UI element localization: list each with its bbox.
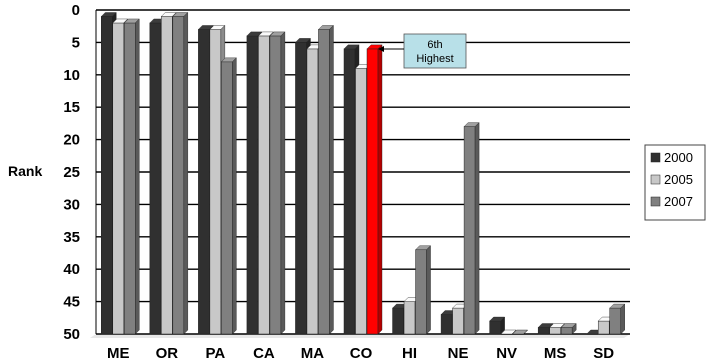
bar-CA-2000 (246, 35, 259, 335)
bar-HI-2005 (403, 301, 416, 335)
x-tick-label-MS: MS (544, 345, 567, 362)
legend-label-2005: 2005 (664, 172, 693, 187)
bar-side-NE-2007 (474, 122, 480, 335)
y-tick-label: 5 (72, 34, 80, 51)
bar-side-NV-2007 (523, 329, 528, 335)
annotation-callout: 6th Highest (378, 33, 467, 69)
x-tick-label-PA: PA (205, 345, 225, 362)
legend: 2000 2005 2007 (644, 144, 706, 221)
bar-SD-2007 (609, 307, 621, 335)
bar-CA-2005 (258, 35, 270, 335)
bar-side-SD-2007 (620, 303, 625, 335)
bar-side-NV-2000 (500, 316, 505, 335)
bar-OR-2005 (161, 16, 173, 335)
bar-OR-2000 (149, 22, 162, 335)
y-axis-label: Rank (8, 163, 42, 179)
bar-PA-2007 (221, 61, 233, 335)
legend-label-2000: 2000 (664, 150, 693, 165)
y-tick-label: 25 (63, 164, 80, 181)
bar-HI-2000 (392, 307, 404, 335)
bar-MA-2007 (318, 29, 330, 335)
bar-CO-2000 (343, 48, 356, 335)
y-tick-label: 0 (72, 2, 80, 19)
bar-side-MS-2007 (571, 323, 577, 335)
bar-side-CO-2007 (377, 44, 383, 335)
bar-HI-2007 (415, 249, 427, 335)
bar-MS-2000 (537, 327, 550, 335)
bar-OR-2007 (172, 16, 185, 335)
annotation-line-1: 6th (427, 39, 442, 51)
bar-NE-2000 (440, 314, 453, 335)
bar-PA-2005 (209, 29, 222, 335)
y-tick-label: 15 (63, 99, 80, 116)
bar-ME-2007 (124, 22, 136, 335)
y-tick-label: 50 (63, 326, 80, 343)
x-tick-label-ME: ME (107, 345, 130, 362)
y-tick-label: 40 (63, 261, 80, 278)
bar-side-HI-2007 (426, 245, 431, 335)
legend-swatch-2007 (650, 196, 661, 207)
bar-side-NV-2005 (511, 329, 517, 335)
x-tick-label-NE: NE (448, 345, 469, 362)
bar-PA-2000 (198, 29, 210, 335)
y-tick-label: 35 (63, 229, 80, 246)
y-tick-label: 10 (63, 67, 80, 84)
x-tick-label-OR: OR (156, 345, 179, 362)
bar-MA-2005 (306, 48, 319, 335)
plot-floor (90, 334, 630, 338)
x-tick-labels: ME OR PA CA MA CO HI NE NV MS SD (107, 345, 614, 362)
bar-ME-2000 (101, 16, 113, 335)
x-tick-label-HI: HI (402, 345, 417, 362)
legend-swatch-2005 (650, 174, 661, 185)
bar-CA-2007 (269, 35, 282, 335)
x-tick-label-MA: MA (301, 345, 324, 362)
y-tick-labels: 0 5 10 15 20 25 30 35 40 45 50 (63, 2, 80, 343)
y-tick-label: 20 (63, 132, 80, 149)
bar-MS-2007 (560, 327, 573, 335)
annotation-box (403, 33, 467, 69)
bar-side-CA-2007 (280, 31, 286, 335)
x-tick-label-CO: CO (350, 345, 373, 362)
bar-MA-2000 (295, 42, 307, 335)
bars (100, 11, 626, 335)
x-tick-label-NV: NV (496, 345, 517, 362)
bar-MS-2005 (549, 327, 561, 335)
bar-NV-2000 (489, 320, 501, 335)
bar-SD-2005 (597, 320, 610, 335)
bar-ME-2005 (112, 22, 125, 335)
bar-side-OR-2007 (183, 11, 189, 335)
y-tick-label: 30 (63, 196, 80, 213)
x-tick-label-SD: SD (593, 345, 614, 362)
y-tick-label: 45 (63, 294, 80, 311)
bar-CO-2005 (355, 68, 367, 335)
legend-label-2007: 2007 (664, 194, 693, 209)
annotation-line-2: Highest (416, 53, 453, 65)
bar-NE-2007 (463, 126, 476, 335)
bar-CO-2007 (366, 48, 379, 335)
bar-NE-2005 (452, 307, 464, 335)
bar-side-ME-2007 (135, 18, 140, 335)
bar-side-MA-2007 (329, 24, 334, 335)
bar-side-PA-2007 (232, 57, 237, 335)
annotation-arrowhead (378, 46, 384, 52)
x-tick-label-CA: CA (253, 345, 275, 362)
legend-swatch-2000 (650, 152, 661, 163)
